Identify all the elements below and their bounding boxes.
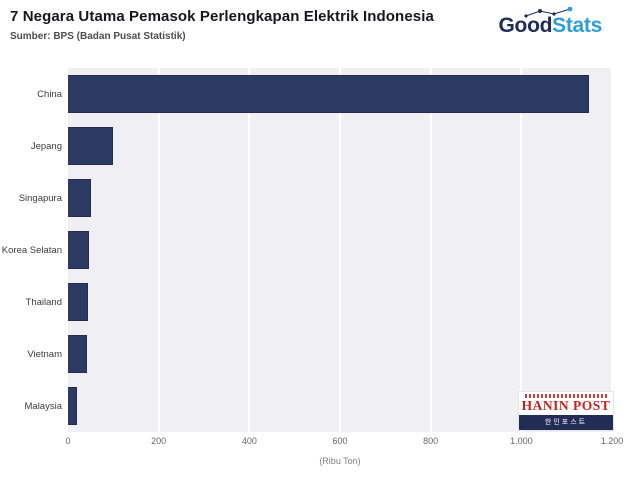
bar-jepang [68,127,114,165]
bar-china [68,75,590,113]
x-axis-ticks: 0 200 400 600 800 1.000 1.200 [65,436,623,448]
x-tick-label: 1.200 [600,436,624,446]
bar-row: Malaysia [25,380,612,432]
x-tick-label: 0 [65,436,71,446]
hanin-post-watermark: HANIN POST 한인포스트 [519,392,613,430]
category-label: Korea Selatan [2,244,62,256]
bar-row: Vietnam [27,328,612,380]
bar-row: Jepang [31,120,612,172]
bar-malaysia [68,387,78,425]
gridline [611,68,613,432]
category-label: Malaysia [24,400,63,412]
x-axis-label: (Ribu Ton) [319,456,361,466]
watermark-name: HANIN POST [521,398,611,413]
category-label: Thailand [25,296,62,308]
x-tick-label: 200 [151,436,167,446]
category-label: China [37,88,62,100]
category-label: Vietnam [27,348,62,360]
bar-singapura [68,179,91,217]
chart-source-label: Sumber: BPS (Badan Pusat Statistik) [10,31,186,42]
bar-vietnam [68,335,88,373]
plot-area: China Jepang Singapura Korea Selatan Thailan… [2,68,613,432]
bar-row: Thailand [26,276,612,328]
bar-row: Korea Selatan [2,224,612,276]
goodstats-trend-icon [524,7,573,18]
goodstats-logo: GoodStats [498,7,602,38]
watermark-korean-label: 한인포스트 [519,415,613,430]
bar-row: Singapura [19,172,612,224]
gridline [248,68,251,432]
bar-row: China [37,68,612,120]
category-label: Singapura [18,192,62,204]
bar-korea-selatan [68,231,90,269]
goodstats-logo-stats: Stats [552,14,602,37]
x-tick-label: 1.000 [510,436,533,446]
gridline [157,68,160,432]
x-tick-label: 400 [241,436,257,446]
bar-thailand [68,283,88,321]
chart-title: 7 Negara Utama Pemasok Perlengkapan Elek… [10,8,434,25]
x-tick-label: 800 [423,436,439,446]
gridline [520,68,523,432]
gridline [339,68,341,432]
watermark-microtext [525,394,607,398]
category-label: Jepang [30,140,62,152]
gridline [429,68,432,432]
x-tick-label: 600 [332,436,348,446]
goodstats-logo-good: Good [498,14,553,37]
